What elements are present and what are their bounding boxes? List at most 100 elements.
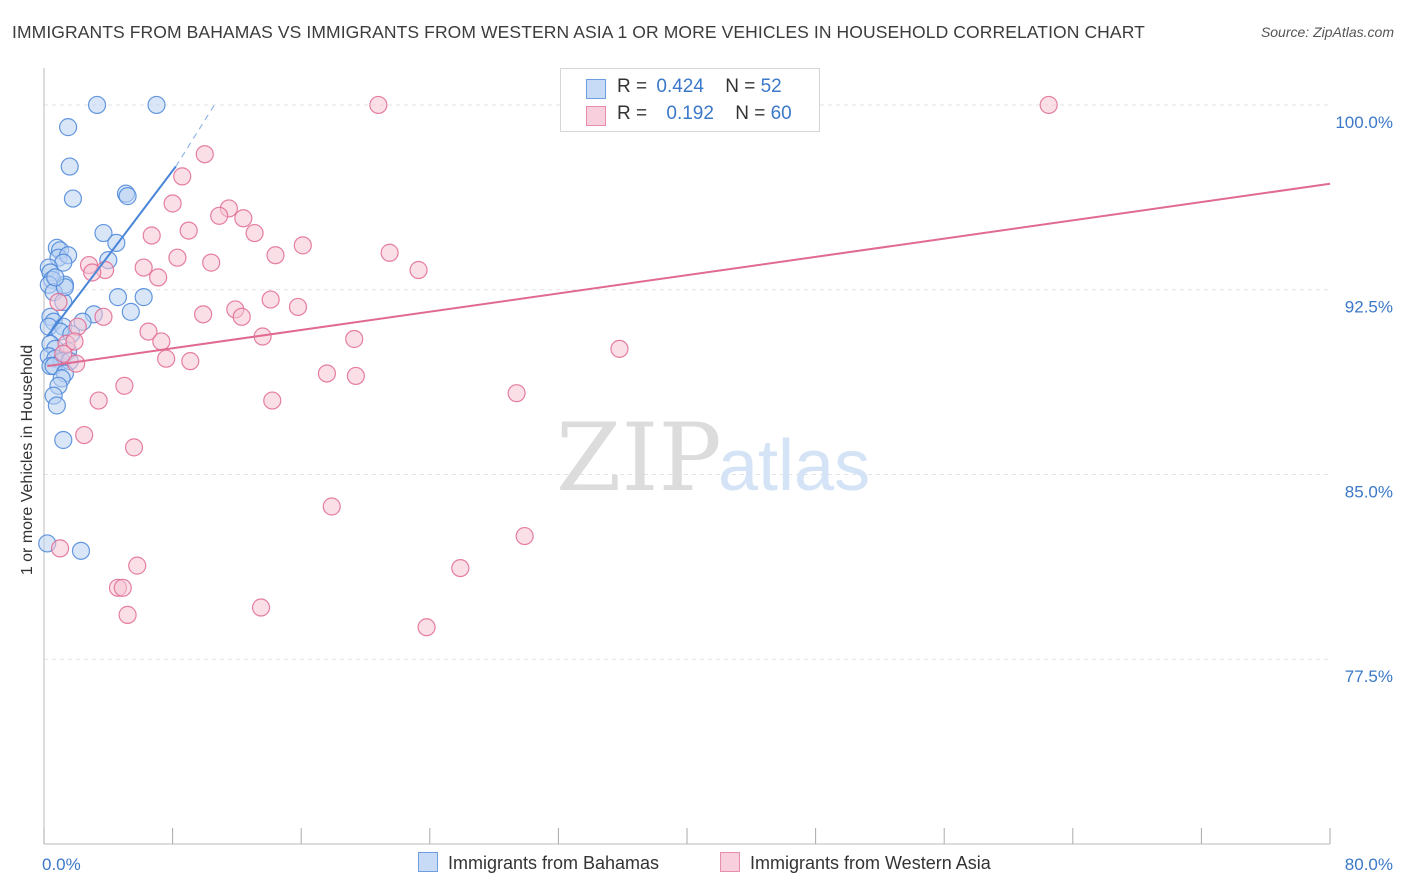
data-point [83, 263, 102, 282]
legend-n-value-bahamas: 52 [760, 76, 782, 97]
data-point [195, 145, 214, 164]
data-point [49, 292, 68, 312]
data-point [317, 364, 337, 383]
data-point [152, 332, 171, 351]
data-point [71, 541, 91, 560]
legend-swatch-western-asia [586, 106, 606, 126]
axes [43, 68, 1331, 845]
y-tick-label: 100.0% [1335, 113, 1393, 132]
series-western-asia-points [49, 95, 1058, 637]
data-point [139, 322, 158, 341]
bottom-legend-bahamas: Immigrants from Bahamas [418, 852, 659, 874]
bottom-legend-western-asia: Immigrants from Western Asia [720, 852, 991, 874]
legend-r-label: R = [617, 76, 648, 97]
data-point [232, 307, 251, 326]
data-point [149, 268, 168, 287]
trend-extension-0 [175, 104, 215, 167]
y-tick-label: 85.0% [1345, 482, 1393, 501]
data-point [142, 226, 161, 245]
data-point [118, 187, 137, 206]
y-axis-label: 1 or more Vehicles in Household [19, 344, 36, 576]
data-point [610, 339, 629, 358]
data-point [417, 618, 436, 637]
x-tick-labels: 0.0% 80.0% [42, 855, 1393, 874]
data-point [65, 332, 84, 351]
data-point [181, 352, 200, 371]
data-point [157, 349, 176, 368]
data-point [263, 391, 282, 410]
data-point [124, 438, 144, 457]
data-point [47, 396, 66, 415]
data-point [266, 246, 285, 265]
data-point [87, 95, 107, 115]
chart-source: Source: ZipAtlas.com [1260, 24, 1394, 40]
y-tick-labels: 77.5% 85.0% 92.5% 100.0% [1335, 113, 1393, 686]
chart-title: IMMIGRANTS FROM BAHAMAS VS IMMIGRANTS FR… [12, 22, 1145, 42]
data-point [163, 194, 182, 213]
data-point [345, 329, 364, 349]
trend-line-0 [46, 165, 177, 338]
data-point [451, 558, 470, 578]
data-point [179, 221, 198, 240]
data-point [94, 223, 113, 243]
data-point [1039, 95, 1058, 115]
data-point [50, 539, 70, 558]
data-point [261, 290, 280, 309]
data-point [134, 258, 153, 277]
data-point [346, 366, 365, 386]
legend-n-label: N = [725, 76, 756, 97]
data-point [134, 288, 153, 307]
data-point [89, 391, 108, 410]
x-tick-label-min: 0.0% [42, 855, 81, 874]
y-tick-label: 92.5% [1345, 298, 1393, 317]
data-point [369, 95, 388, 115]
data-point [245, 223, 264, 243]
data-point [293, 236, 312, 255]
trend-lines [46, 104, 1331, 368]
data-point [322, 497, 341, 516]
legend-n-label: N = [735, 103, 766, 124]
data-point [128, 556, 147, 575]
data-point [168, 248, 187, 267]
data-point [515, 526, 534, 546]
data-point [75, 425, 94, 445]
data-point [113, 578, 132, 597]
legend-swatch-bahamas [586, 79, 606, 99]
data-point [251, 598, 271, 617]
data-point [54, 344, 73, 363]
data-point [115, 376, 134, 395]
data-point [173, 167, 192, 186]
data-point [234, 209, 253, 228]
bottom-legend-swatch-western-asia [720, 852, 740, 872]
data-point [210, 206, 229, 225]
bottom-legend-label-bahamas: Immigrants from Bahamas [448, 853, 660, 873]
data-point [46, 268, 65, 287]
data-point [59, 118, 78, 137]
watermark-zip: ZIP [556, 404, 722, 513]
data-point [409, 260, 428, 280]
data-point [108, 288, 128, 307]
data-point [63, 189, 83, 208]
bottom-legend-label-western-asia: Immigrants from Western Asia [750, 853, 991, 873]
data-point [118, 605, 137, 624]
data-point [202, 253, 221, 272]
data-point [54, 430, 73, 450]
data-point [60, 157, 79, 176]
legend-r-value-western-asia: 0.192 [666, 103, 714, 124]
y-tick-label: 77.5% [1345, 667, 1393, 686]
data-point [288, 297, 308, 317]
data-point [507, 384, 526, 403]
data-point [68, 317, 87, 336]
trend-line-1 [47, 182, 1331, 368]
data-point [380, 243, 399, 262]
legend-n-value-western-asia: 60 [770, 103, 792, 124]
data-point [121, 302, 140, 321]
bottom-legend-swatch-bahamas [418, 852, 438, 872]
x-tick-label-max: 80.0% [1345, 855, 1393, 874]
watermark: ZIP atlas [556, 404, 870, 513]
data-point [194, 305, 213, 324]
correlation-legend: R = 0.424 N = 52 R = 0.192 N = 60 [560, 68, 820, 132]
watermark-atlas: atlas [718, 426, 870, 506]
data-point [94, 307, 113, 326]
